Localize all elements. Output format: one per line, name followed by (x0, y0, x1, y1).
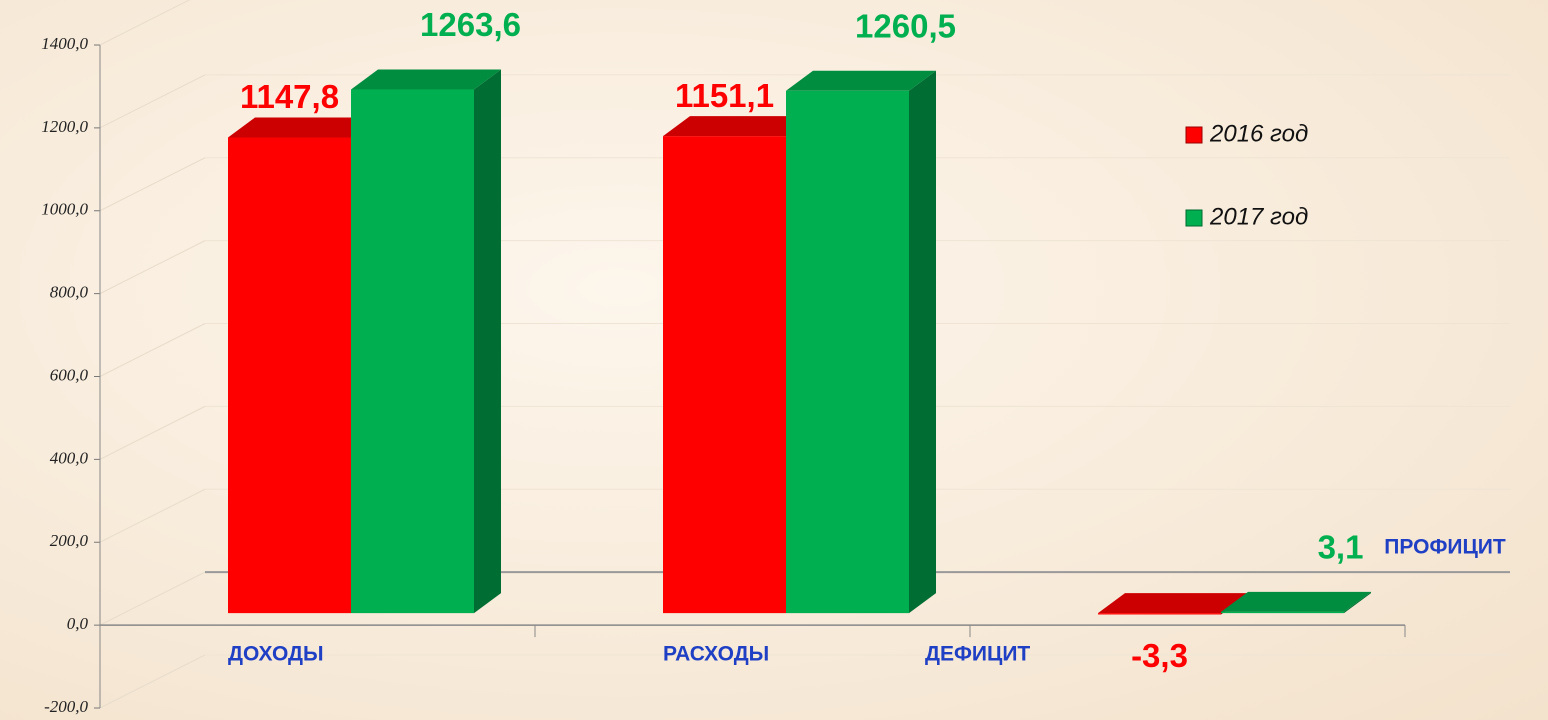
bar-top (786, 70, 936, 91)
grid-line (99, 240, 206, 295)
y-tick-label: 0,0 (67, 614, 89, 633)
y-tick-label: 600,0 (50, 365, 89, 384)
x-tick-label: РАСХОДЫ (663, 643, 769, 666)
value-label: 1263,6 (420, 6, 521, 43)
grid-line (99, 157, 206, 212)
value-label: 1147,8 (240, 78, 339, 115)
value-label: -3,3 (1131, 637, 1188, 674)
bar (663, 136, 786, 614)
grid-line (99, 405, 206, 460)
y-tick-label: 200,0 (50, 531, 89, 550)
bar-side (909, 70, 936, 614)
legend-swatch (1185, 126, 1203, 144)
bar-top (663, 116, 813, 137)
bar (351, 89, 474, 614)
y-tick-label: 400,0 (50, 448, 89, 467)
bar (228, 137, 351, 614)
y-tick-label: 1000,0 (41, 200, 88, 219)
bar-top (1221, 591, 1371, 612)
y-tick-label: 1200,0 (41, 117, 88, 136)
bar (1221, 611, 1344, 614)
value-label: 1260,5 (855, 8, 956, 45)
x-tick-label: ДЕФИЦИТ (925, 643, 1030, 666)
annotation: ПРОФИЦИТ (1384, 536, 1506, 559)
value-label: 1151,1 (675, 77, 774, 114)
bar-top (1098, 593, 1248, 614)
grid-line (99, 74, 206, 129)
value-label: 3,1 (1318, 529, 1364, 566)
bar-top (351, 69, 501, 90)
grid-line (99, 323, 206, 377)
bar-side (1344, 591, 1371, 614)
bar-side (474, 69, 501, 614)
grid-line (99, 488, 206, 543)
legend-label: 2016 год (1209, 120, 1308, 147)
grid-line (99, 0, 191, 46)
grid-line (99, 571, 206, 626)
bar (1098, 613, 1221, 615)
y-tick-label: 1400,0 (41, 34, 88, 53)
grid-line (99, 654, 206, 709)
y-tick-label: -200,0 (44, 697, 88, 716)
y-tick-label: 800,0 (50, 283, 89, 302)
x-tick-label: ДОХОДЫ (228, 643, 324, 666)
legend-label: 2017 год (1209, 203, 1308, 230)
bar-top (228, 117, 378, 138)
bar (786, 90, 909, 614)
legend-swatch (1185, 209, 1203, 227)
